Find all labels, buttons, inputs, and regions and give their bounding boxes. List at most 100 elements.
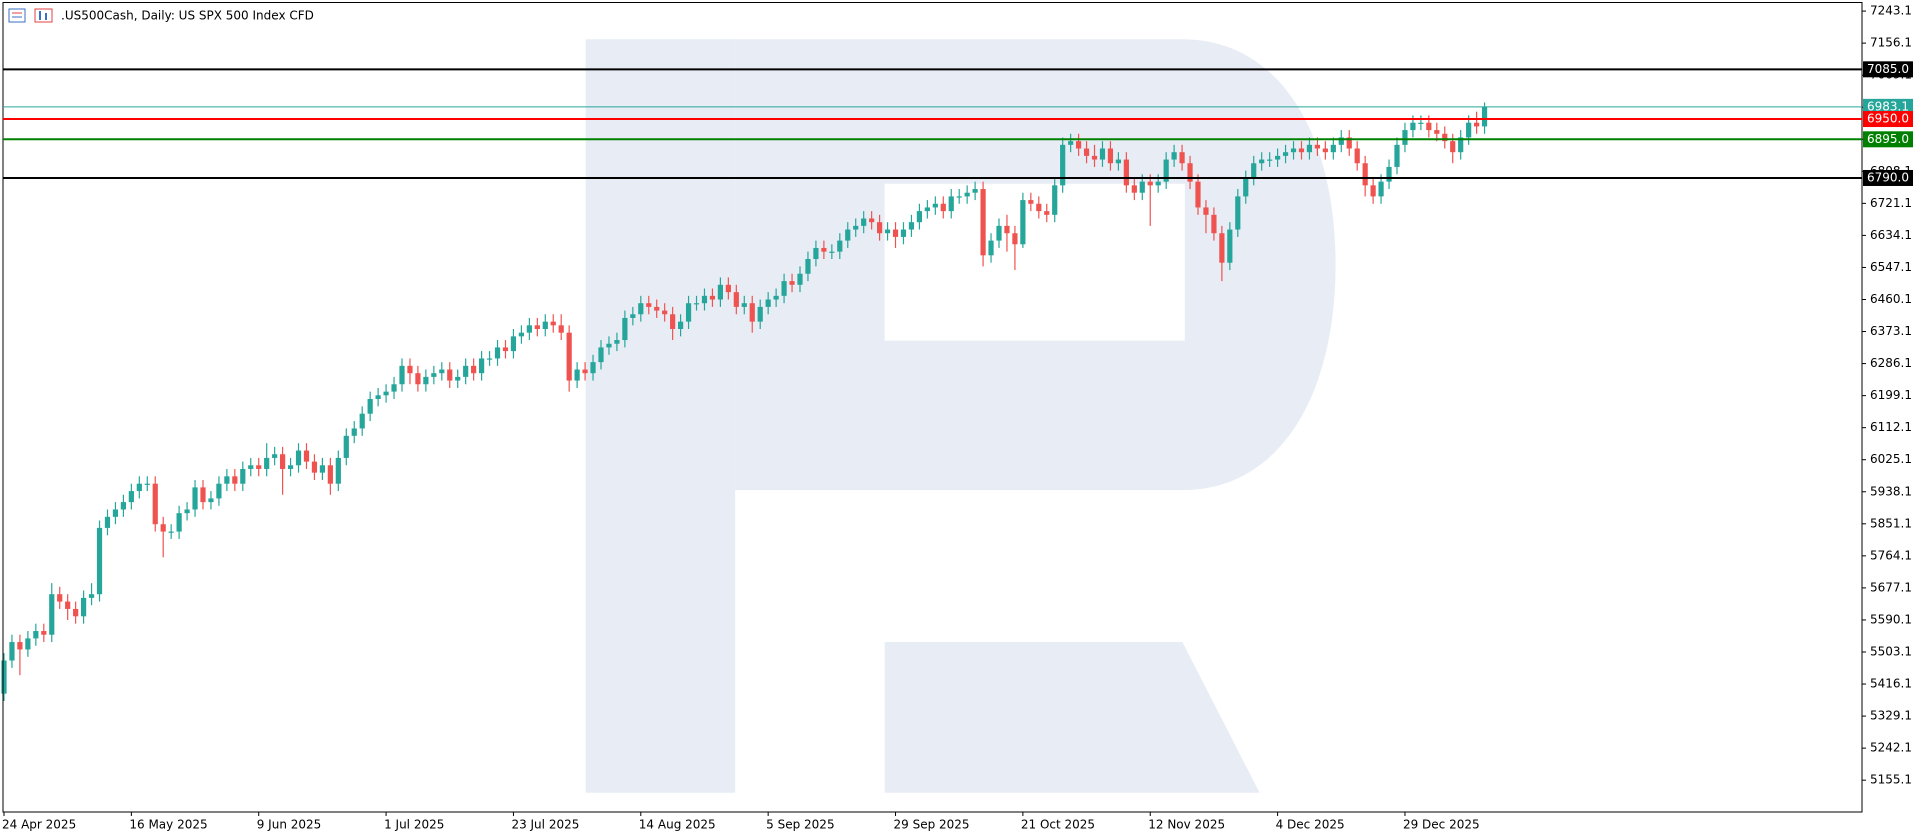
candle-body <box>1418 122 1424 124</box>
candle-body <box>1083 148 1090 156</box>
candle-body <box>407 365 413 374</box>
candle-body <box>415 373 421 385</box>
plot-border <box>2 2 1863 813</box>
candle-body <box>88 594 95 598</box>
candle-body <box>1139 181 1145 193</box>
candle-body <box>65 601 71 609</box>
candle-body <box>622 317 628 341</box>
candle-body <box>399 365 405 385</box>
candle-body <box>749 303 755 322</box>
candle-body <box>57 594 63 602</box>
candle-body <box>9 642 15 661</box>
candle-body <box>1481 106 1488 127</box>
y-tick-label: 6286.1 <box>1870 356 1912 370</box>
candle-body <box>853 225 859 230</box>
candle-body <box>908 222 915 230</box>
candle-body <box>1314 144 1320 149</box>
candle-body <box>96 527 103 595</box>
x-tick-label: 24 Apr 2025 <box>2 818 76 832</box>
candle-body <box>1179 152 1185 164</box>
candle-body <box>439 369 445 374</box>
candle-body <box>1402 130 1408 145</box>
candle-body <box>526 325 532 333</box>
candle-body <box>494 347 501 359</box>
candle-body <box>359 413 365 429</box>
candle-body <box>590 362 596 374</box>
candle-body <box>486 358 493 360</box>
candle-body <box>1068 141 1074 145</box>
candle-body <box>837 240 843 252</box>
x-tick-label: 29 Dec 2025 <box>1403 818 1480 832</box>
candle-body <box>176 513 182 532</box>
candle-body <box>160 524 166 532</box>
candle-body <box>1004 225 1010 234</box>
level-label: 7085.0 <box>1867 62 1909 76</box>
candle-body <box>773 295 779 300</box>
candle-body <box>892 229 899 237</box>
candle-body <box>550 321 556 326</box>
x-tick-label: 16 May 2025 <box>129 818 207 832</box>
candle-body <box>869 218 875 223</box>
y-tick-label: 5329.1 <box>1870 709 1912 723</box>
candle-body <box>1107 148 1114 164</box>
candle-body <box>1115 159 1121 164</box>
candle-body <box>351 428 357 436</box>
candle-body <box>327 465 333 484</box>
candle-body <box>1474 122 1480 127</box>
candle-body <box>956 196 962 198</box>
candle-body <box>200 487 206 503</box>
candle-body <box>614 340 620 344</box>
candle-body <box>471 365 477 374</box>
candle-body <box>248 465 254 469</box>
level-label-box <box>1863 98 1913 115</box>
y-tick-label: 7243.1 <box>1870 4 1912 18</box>
candle-body <box>1123 159 1129 186</box>
candle-body <box>693 303 700 305</box>
y-tick-label: 6199.1 <box>1870 388 1912 402</box>
candle-body <box>136 483 142 492</box>
candle-body <box>685 303 692 322</box>
level-label-box <box>1863 111 1913 128</box>
candle-body <box>1171 152 1177 160</box>
icon-bars <box>34 8 53 23</box>
candle-body <box>789 281 795 285</box>
candle-body <box>534 325 540 329</box>
candle-body <box>192 487 198 510</box>
x-tick-label: 21 Oct 2025 <box>1021 818 1095 832</box>
candle-body <box>81 597 87 617</box>
candle-body <box>1450 141 1456 153</box>
candle-body <box>335 457 341 484</box>
candle-body <box>1267 159 1273 161</box>
candle-body <box>1306 144 1313 153</box>
y-tick-label: 6721.1 <box>1870 196 1912 210</box>
candle-body <box>1099 148 1106 160</box>
candle-body <box>606 343 612 348</box>
watermark-bowl <box>735 39 1336 491</box>
candle-body <box>1410 122 1416 131</box>
candle-body <box>144 483 150 485</box>
candle-body <box>1076 141 1082 149</box>
candle-body <box>303 450 310 462</box>
candle-body <box>1147 181 1153 186</box>
y-tick-label: 5938.1 <box>1870 484 1912 498</box>
candle-body <box>972 189 978 193</box>
level-label-box <box>1863 61 1913 78</box>
candle-body <box>1052 185 1058 215</box>
candle-body <box>924 207 930 212</box>
candle-body <box>1187 163 1193 182</box>
candle-body <box>1219 233 1225 263</box>
candle-body <box>1346 137 1352 149</box>
candle-body <box>287 465 294 469</box>
candle-body <box>709 295 716 300</box>
candle-body <box>1386 166 1392 182</box>
x-tick-label: 14 Aug 2025 <box>639 818 716 832</box>
candle-body <box>733 292 739 307</box>
candle-body <box>932 203 938 208</box>
candle-body <box>845 229 851 241</box>
candle-body <box>1354 148 1360 164</box>
candle-body <box>829 251 835 253</box>
candle-body <box>1155 181 1161 186</box>
x-tick-label: 23 Jul 2025 <box>511 818 579 832</box>
candle-body <box>765 299 771 307</box>
candle-body <box>1028 200 1034 204</box>
